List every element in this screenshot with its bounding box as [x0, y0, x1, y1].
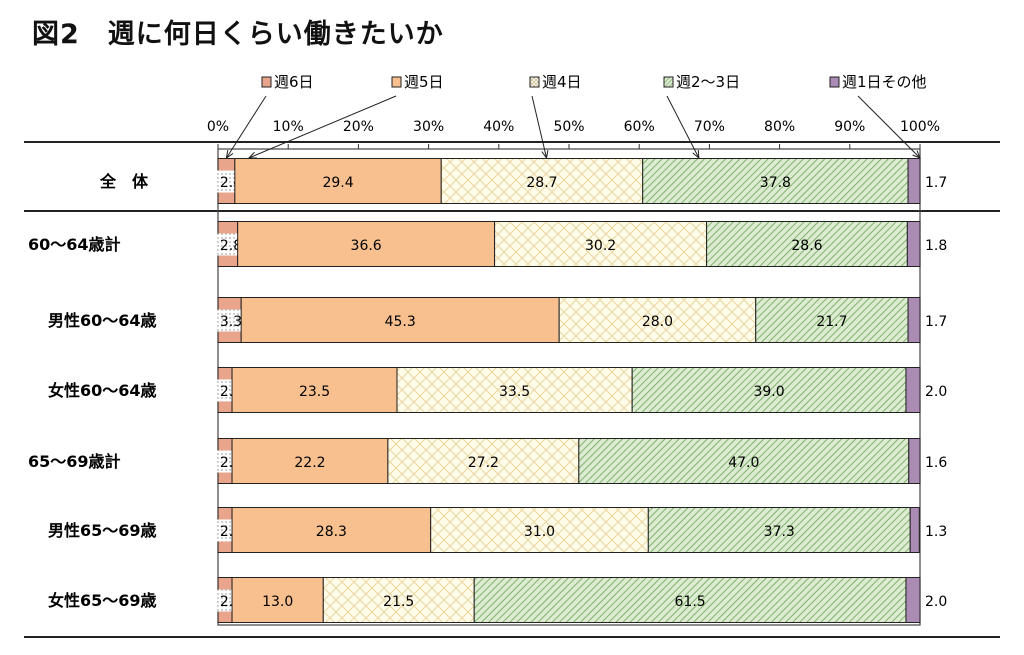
- x-tick-label: 70%: [694, 119, 725, 135]
- data-label: 39.0: [753, 384, 784, 400]
- data-label: 2.0: [925, 384, 947, 400]
- bar-segment: [909, 507, 920, 553]
- data-label: 1.7: [925, 314, 947, 330]
- data-label: 1.8: [925, 238, 947, 254]
- legend-label: 週6日: [274, 73, 314, 91]
- data-label: 2.0: [925, 594, 947, 610]
- bar-segment: [907, 158, 921, 204]
- legend-arrowhead: [225, 150, 234, 160]
- x-tick-label: 40%: [483, 119, 514, 135]
- bar-segment: [240, 297, 560, 343]
- data-label: 2.8: [220, 238, 242, 254]
- category-label: 女性60～64歳: [48, 381, 157, 400]
- data-label: 37.3: [764, 524, 795, 540]
- bar-segment: [558, 297, 757, 343]
- legend-arrowhead: [541, 150, 549, 160]
- data-label: 33.5: [499, 384, 530, 400]
- data-label: 22.2: [294, 455, 325, 471]
- bar-segment: [473, 577, 907, 623]
- category-label: 60～64歳計: [28, 235, 121, 254]
- data-label: 13.0: [262, 594, 293, 610]
- bar-segment: [234, 158, 442, 204]
- legend-swatch: [829, 76, 840, 88]
- legend-leader-line: [248, 95, 397, 159]
- bar-segment: [430, 507, 649, 553]
- legend-leader-line: [666, 95, 700, 159]
- x-tick-label: 20%: [343, 119, 374, 135]
- category-label: 男性60～64歳: [48, 311, 157, 330]
- data-label: 47.0: [728, 455, 759, 471]
- data-label: 27.2: [468, 455, 499, 471]
- legend-leader-line: [531, 95, 548, 159]
- data-label: 28.0: [642, 314, 673, 330]
- legend-swatch: [529, 76, 540, 88]
- bar-segment: [231, 438, 389, 484]
- x-tick-label: 0%: [207, 119, 229, 135]
- x-tick-label: 60%: [624, 119, 655, 135]
- legend-swatch: [391, 76, 402, 88]
- data-label: 1.7: [925, 175, 947, 191]
- legend-swatch: [261, 76, 272, 88]
- small-value-box: [215, 309, 248, 332]
- x-tick-label: 30%: [413, 119, 444, 135]
- bar-segment: [907, 297, 921, 343]
- bar-segment: [387, 438, 580, 484]
- data-label: 31.0: [524, 524, 555, 540]
- x-tick-label: 10%: [273, 119, 304, 135]
- legend-swatch: [663, 76, 674, 88]
- bar-segment: [906, 221, 921, 267]
- bar-segment: [396, 367, 633, 413]
- bar-segment: [231, 367, 398, 413]
- data-label: 28.3: [316, 524, 347, 540]
- category-label: 女性65～69歳: [48, 591, 157, 610]
- bar-segment: [905, 577, 921, 623]
- data-label: 45.3: [385, 314, 416, 330]
- data-label: 30.2: [585, 238, 616, 254]
- data-label: 23.5: [299, 384, 330, 400]
- data-label: 37.8: [760, 175, 791, 191]
- x-tick-label: 90%: [834, 119, 865, 135]
- category-label: 65～69歳計: [28, 452, 121, 471]
- bar-segment: [905, 367, 921, 413]
- data-label: 21.5: [383, 594, 414, 610]
- data-label: 1.6: [925, 455, 947, 471]
- bar-segment: [494, 221, 708, 267]
- bar-segment: [755, 297, 909, 343]
- x-tick-label: 80%: [764, 119, 795, 135]
- x-tick-label: 50%: [553, 119, 584, 135]
- bar-segment: [237, 221, 496, 267]
- data-label: 1.3: [925, 524, 947, 540]
- bar-segment: [706, 221, 908, 267]
- legend-label: 週5日: [404, 73, 444, 91]
- data-label: 21.7: [816, 314, 847, 330]
- bar-segment: [231, 507, 432, 553]
- category-label: 男性65～69歳: [48, 521, 157, 540]
- category-label: 全 体: [99, 172, 149, 191]
- page-title: 図2 週に何日くらい働きたいか: [32, 19, 444, 50]
- legend-arrowhead: [912, 150, 921, 159]
- legend-label: 週4日: [542, 73, 582, 91]
- bar-segment: [908, 438, 921, 484]
- bar-segment: [647, 507, 911, 553]
- legend-label: 週1日その他: [842, 73, 927, 91]
- legend-arrowhead: [247, 151, 257, 159]
- data-label: 29.4: [322, 175, 353, 191]
- legend-leader-line: [857, 95, 921, 159]
- data-label: 36.6: [351, 238, 382, 254]
- bar-segment: [631, 367, 907, 413]
- data-label: 61.5: [675, 594, 706, 610]
- legend-arrowhead: [692, 149, 700, 160]
- data-label: 28.7: [526, 175, 557, 191]
- legend-leader-line: [226, 95, 267, 159]
- legend-label: 週2～3日: [676, 73, 740, 91]
- x-tick-label: 100%: [900, 119, 940, 135]
- data-label: 3.3: [220, 314, 242, 330]
- data-label: 28.6: [791, 238, 822, 254]
